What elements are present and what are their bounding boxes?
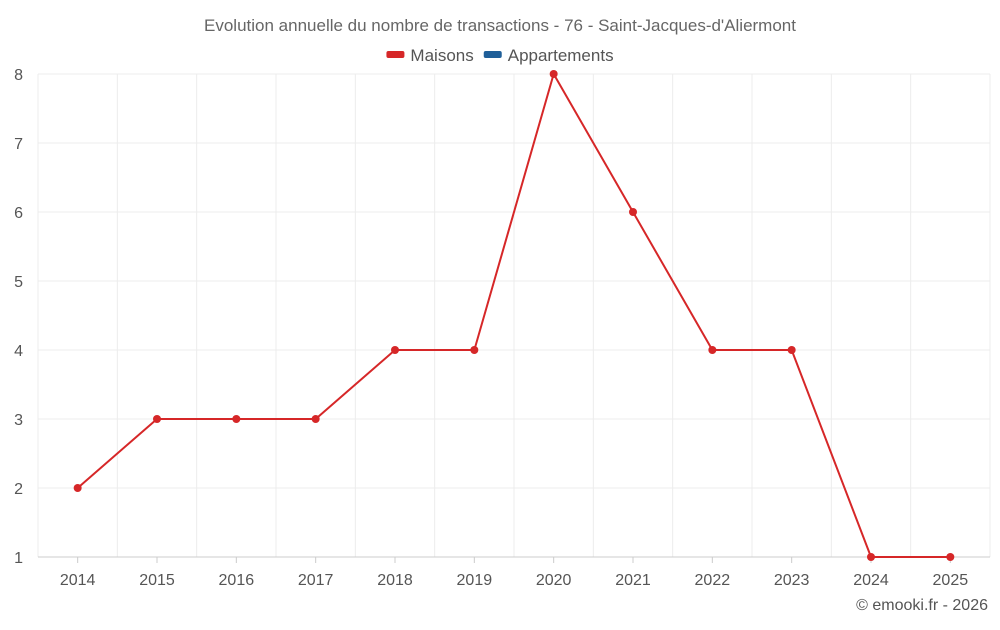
series-line-maisons bbox=[77, 73, 951, 558]
data-point[interactable] bbox=[867, 553, 875, 561]
data-point[interactable] bbox=[787, 346, 796, 354]
y-tick-label: 5 bbox=[14, 274, 23, 291]
data-point[interactable] bbox=[153, 415, 161, 423]
x-tick-label: 2019 bbox=[457, 572, 493, 589]
data-point[interactable] bbox=[549, 70, 558, 78]
y-tick-label: 8 bbox=[14, 67, 23, 84]
legend-label: Appartements bbox=[508, 46, 614, 65]
data-point[interactable] bbox=[946, 553, 955, 561]
legend-swatch bbox=[386, 51, 405, 58]
x-tick-label: 2016 bbox=[219, 572, 255, 589]
y-tick-label: 3 bbox=[14, 412, 23, 429]
x-tick-label: 2021 bbox=[615, 572, 651, 589]
y-tick-label: 4 bbox=[14, 343, 23, 360]
grid-layer bbox=[37, 73, 991, 557]
legend: Maisons Appartements bbox=[386, 46, 614, 65]
chart-title: Evolution annuelle du nombre de transact… bbox=[204, 16, 796, 35]
data-point[interactable] bbox=[629, 208, 637, 216]
x-tick-label: 2024 bbox=[853, 572, 889, 589]
x-tick-label: 2020 bbox=[536, 572, 572, 589]
y-tick-label: 1 bbox=[14, 550, 23, 567]
data-point[interactable] bbox=[470, 346, 479, 354]
y-tick-label: 2 bbox=[14, 481, 23, 498]
x-tick-label: 2022 bbox=[695, 572, 731, 589]
x-tick-label: 2015 bbox=[139, 572, 175, 589]
data-point[interactable] bbox=[73, 484, 82, 492]
data-point[interactable] bbox=[391, 346, 399, 354]
legend-item-appartements[interactable]: Appartements bbox=[483, 46, 614, 65]
x-tick-label: 2018 bbox=[377, 572, 413, 589]
data-point[interactable] bbox=[311, 415, 320, 423]
legend-swatch bbox=[483, 51, 502, 58]
x-tick-label: 2023 bbox=[774, 572, 810, 589]
y-tick-label: 7 bbox=[14, 136, 23, 153]
copyright-footer: © emooki.fr - 2026 bbox=[856, 597, 988, 614]
data-point[interactable] bbox=[232, 415, 241, 423]
x-tick-label: 2014 bbox=[60, 572, 96, 589]
data-point[interactable] bbox=[708, 346, 717, 354]
x-tick-label: 2025 bbox=[933, 572, 969, 589]
legend-label: Maisons bbox=[410, 46, 473, 65]
series-layer bbox=[73, 70, 955, 561]
legend-item-maisons[interactable]: Maisons bbox=[386, 46, 474, 65]
x-tick-label: 2017 bbox=[298, 572, 334, 589]
axis-layer: 1 2 3 4 5 6 7 8 2014 2015 2016 2017 2018 2019 2020 2021… bbox=[14, 67, 990, 589]
y-tick-label: 6 bbox=[14, 205, 23, 222]
